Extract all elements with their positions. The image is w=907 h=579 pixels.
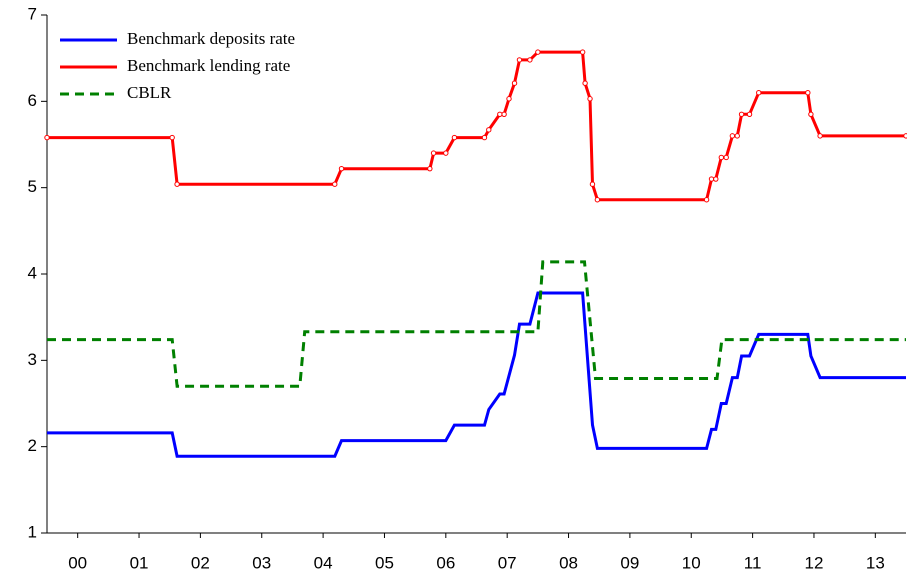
series-marker: [718, 154, 725, 161]
series-marker: [805, 90, 811, 96]
y-tick-label: 5: [28, 177, 37, 196]
series-line: [47, 260, 906, 388]
x-tick-label: 10: [682, 553, 701, 572]
y-tick-label: 6: [28, 91, 37, 110]
x-tick-label: 06: [436, 553, 455, 572]
series-marker: [174, 181, 180, 187]
x-tick-label: 03: [252, 553, 271, 572]
series-marker: [451, 134, 458, 141]
series-marker: [756, 90, 762, 96]
series-marker: [589, 181, 596, 187]
series-marker: [338, 165, 345, 172]
x-tick-label: 08: [559, 553, 578, 572]
series-marker: [746, 111, 753, 117]
legend-label: CBLR: [127, 83, 172, 102]
legend-label: Benchmark lending rate: [127, 56, 290, 75]
series-marker: [708, 176, 715, 182]
x-tick-label: 11: [744, 553, 762, 572]
series-marker: [501, 111, 507, 117]
y-tick-label: 7: [28, 4, 37, 23]
x-tick-label: 01: [130, 553, 149, 572]
series-marker: [582, 80, 588, 86]
series-marker: [481, 134, 488, 141]
series-marker: [713, 176, 719, 182]
x-tick-label: 05: [375, 553, 394, 572]
series-line: [47, 291, 906, 458]
y-tick-label: 4: [28, 263, 37, 282]
series-marker: [579, 49, 586, 55]
series-marker: [729, 133, 736, 139]
series-marker: [594, 197, 601, 203]
series-marker: [734, 133, 740, 139]
series-marker: [817, 133, 823, 139]
x-tick-label: 09: [620, 553, 639, 572]
series-marker: [535, 49, 541, 55]
series-marker: [430, 150, 437, 156]
series-marker: [332, 181, 338, 187]
x-tick-label: 13: [866, 553, 885, 572]
series-marker: [511, 80, 518, 86]
series-marker: [723, 154, 729, 161]
series-marker: [169, 134, 175, 141]
legend-label: Benchmark deposits rate: [127, 29, 295, 48]
series-marker: [44, 134, 50, 141]
series-marker: [903, 133, 907, 139]
x-tick-label: 00: [68, 553, 87, 572]
legend: Benchmark deposits rate Benchmark lending…: [60, 29, 295, 102]
series-marker: [703, 197, 710, 203]
series-marker: [427, 165, 433, 172]
series-marker: [808, 111, 814, 117]
series-marker: [497, 111, 503, 117]
y-tick-label: 1: [28, 522, 37, 541]
y-tick-label: 3: [28, 350, 37, 369]
series-marker: [516, 57, 523, 63]
series-marker: [443, 150, 449, 156]
y-tick-label: 2: [28, 436, 37, 455]
x-tick-label: 02: [191, 553, 210, 572]
x-tick-label: 07: [498, 553, 517, 572]
series-marker: [486, 127, 492, 133]
series-marker: [587, 96, 593, 102]
series-marker: [527, 57, 533, 63]
series-marker: [738, 111, 745, 117]
x-tick-label: 04: [314, 553, 333, 572]
x-tick-label: 12: [805, 553, 824, 572]
series-marker: [506, 96, 512, 102]
